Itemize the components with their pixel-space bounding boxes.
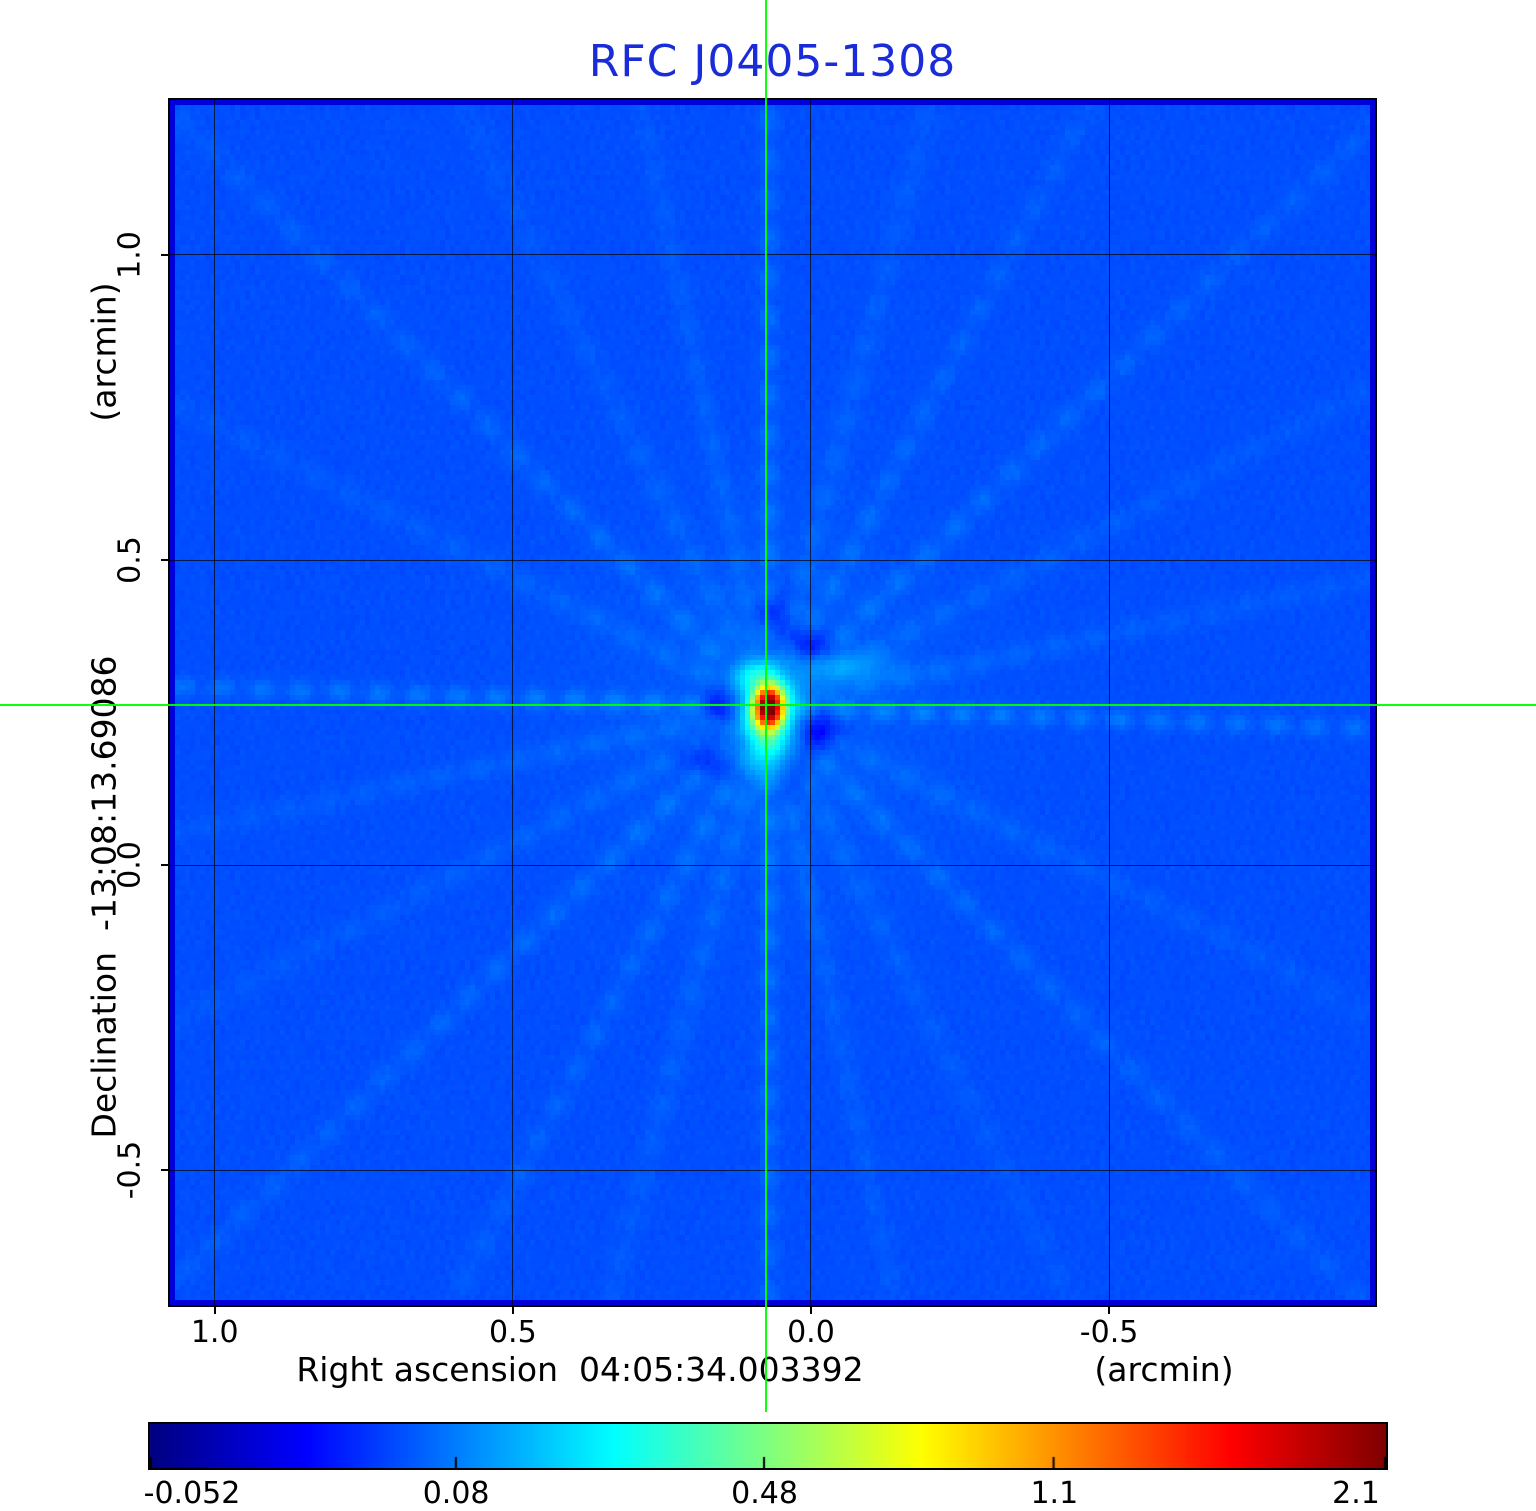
x-axis-label: Right ascension 04:05:34.003392 bbox=[296, 1350, 864, 1389]
x-axis-unit-label: (arcmin) bbox=[1094, 1350, 1234, 1389]
crosshair-horizontal-line bbox=[0, 703, 1536, 706]
x-tick-label: 1.0 bbox=[190, 1315, 239, 1350]
y-gridline bbox=[170, 559, 1375, 561]
y-tick-label: 0.0 bbox=[112, 841, 148, 889]
x-tick-label: -0.5 bbox=[1079, 1315, 1139, 1350]
y-tick-mark bbox=[161, 864, 170, 867]
x-gridline bbox=[810, 100, 812, 1305]
y-tick-label: 1.0 bbox=[112, 231, 148, 279]
y-gridline bbox=[170, 254, 1375, 256]
x-tick-mark bbox=[213, 1305, 216, 1314]
y-axis-unit-label: (arcmin) bbox=[84, 282, 124, 422]
x-tick-mark bbox=[1108, 1305, 1111, 1314]
x-tick-label: 0.5 bbox=[488, 1315, 537, 1350]
colorbar-tick-label: 0.48 bbox=[731, 1476, 798, 1511]
colorbar-tick-label: 0.08 bbox=[422, 1476, 490, 1511]
colorbar-tick-label: 2.1 bbox=[1332, 1476, 1380, 1511]
y-tick-mark bbox=[161, 1169, 170, 1172]
plot-area bbox=[168, 98, 1377, 1307]
colorbar-gradient bbox=[150, 1424, 1386, 1468]
y-tick-mark bbox=[161, 559, 170, 562]
x-tick-mark bbox=[511, 1305, 514, 1314]
y-gridline bbox=[170, 864, 1375, 866]
x-gridline bbox=[1108, 100, 1110, 1305]
crosshair-vertical-line bbox=[765, 0, 768, 1412]
heatmap-canvas bbox=[170, 100, 1375, 1305]
y-gridline bbox=[170, 1169, 1375, 1171]
x-tick-label: 0.0 bbox=[787, 1315, 835, 1350]
y-tick-label: -0.5 bbox=[112, 1140, 148, 1200]
chart-title: RFC J0405-1308 bbox=[588, 36, 957, 87]
x-tick-mark bbox=[809, 1305, 812, 1314]
x-gridline bbox=[214, 100, 216, 1305]
y-axis-label: Declination -13:08:13.69086 bbox=[84, 655, 124, 1139]
colorbar-frame bbox=[148, 1422, 1388, 1470]
colorbar-tick-label: -0.052 bbox=[143, 1476, 241, 1511]
y-tick-mark bbox=[161, 253, 170, 256]
colorbar bbox=[148, 1422, 1388, 1470]
y-tick-label: 0.5 bbox=[112, 536, 148, 584]
colorbar-tick-label: 1.1 bbox=[1030, 1476, 1079, 1511]
x-gridline bbox=[512, 100, 514, 1305]
